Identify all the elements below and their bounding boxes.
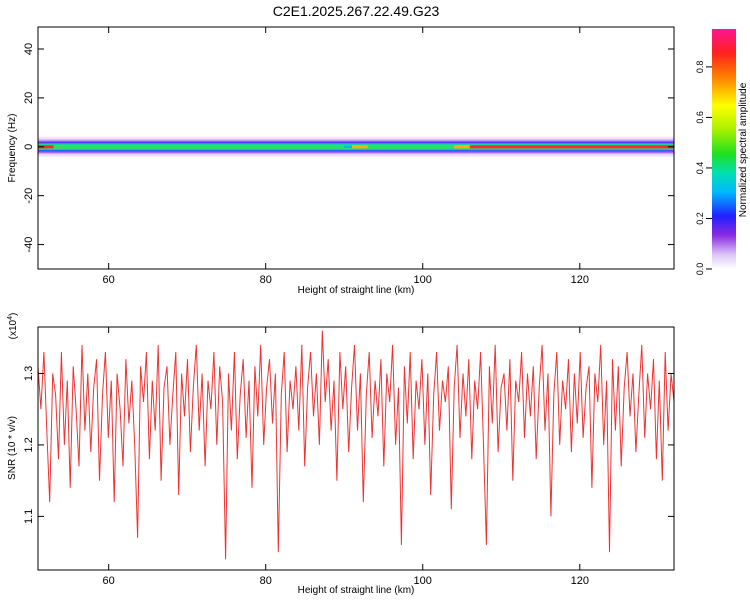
colorbar-label: Normalized spectral amplitude xyxy=(738,82,749,217)
snr-x-tick-label: 60 xyxy=(103,575,115,587)
snr-ticks: 60 80 100 120 1.1 1.2 1.3 xyxy=(23,327,674,587)
heatmap-band-segment xyxy=(469,145,674,149)
spectrogram-y-tick-label: -40 xyxy=(23,237,35,253)
spectrogram-y-tick-label: 40 xyxy=(23,43,35,55)
heatmap-band-segment xyxy=(367,145,455,148)
spectrogram-ticks: 60 80 100 120 -40 -20 0 20 40 xyxy=(23,27,674,286)
snr-y-tick-label: 1.3 xyxy=(23,366,35,381)
heatmap-band-segment xyxy=(344,145,353,148)
colorbar-tick-label: 0.0 xyxy=(695,263,705,276)
colorbar-gradient xyxy=(712,29,736,269)
spectrogram-x-axis-label: Height of straight line (km) xyxy=(298,285,415,296)
snr-y-tick-label: 1.2 xyxy=(23,437,35,452)
snr-x-axis-label: Height of straight line (km) xyxy=(298,585,415,596)
heatmap-band-segment xyxy=(53,145,345,148)
colorbar-tick-label: 0.8 xyxy=(695,61,705,74)
spectrogram-x-tick-label: 120 xyxy=(571,274,589,286)
colorbar: 0.0 0.2 0.4 0.6 0.8 Normalized spectral ampl… xyxy=(695,29,749,275)
snr-y-axis-label: SNR (10 * v/v) xyxy=(7,416,18,480)
snr-series-line xyxy=(38,330,674,560)
spectrogram-x-tick-label: 80 xyxy=(260,274,272,286)
snr-panel: 60 80 100 120 1.1 1.2 1.3 Height of straight l… xyxy=(7,313,675,596)
spectrogram-y-tick-label: -20 xyxy=(23,188,35,204)
snr-series-path xyxy=(38,330,674,560)
figure-title: C2E1.2025.267.22.49.G23 xyxy=(273,3,440,19)
snr-x-tick-label: 80 xyxy=(260,575,272,587)
spectrogram-x-tick-label: 60 xyxy=(103,274,115,286)
spectrogram-panel: 60 80 100 120 -40 -20 0 20 40 Height of straight… xyxy=(7,26,675,296)
snr-x-tick-label: 120 xyxy=(571,575,589,587)
snr-y-tick-label: 1.1 xyxy=(23,509,35,524)
spectrogram-y-axis-label: Frequency (Hz) xyxy=(7,114,18,183)
colorbar-tick-label: 0.6 xyxy=(695,111,705,124)
heatmap-band-segment xyxy=(454,145,470,149)
spectrogram-y-tick-label: 20 xyxy=(23,92,35,104)
colorbar-ticks: 0.0 0.2 0.4 0.6 0.8 xyxy=(695,61,712,276)
heatmap-band-segment xyxy=(38,145,54,149)
spectrogram-x-tick-label: 100 xyxy=(414,274,432,286)
colorbar-tick-label: 0.2 xyxy=(695,212,705,225)
snr-y-multiplier: (x104) xyxy=(7,313,19,340)
heatmap-band xyxy=(38,136,674,157)
heatmap-band-segment xyxy=(352,145,368,149)
colorbar-tick-label: 0.4 xyxy=(695,162,705,175)
snr-x-tick-label: 100 xyxy=(414,575,432,587)
spectrogram-plot-frame xyxy=(37,26,675,270)
snr-plot-frame xyxy=(37,326,675,571)
spectrogram-y-tick-label: 0 xyxy=(23,144,35,150)
